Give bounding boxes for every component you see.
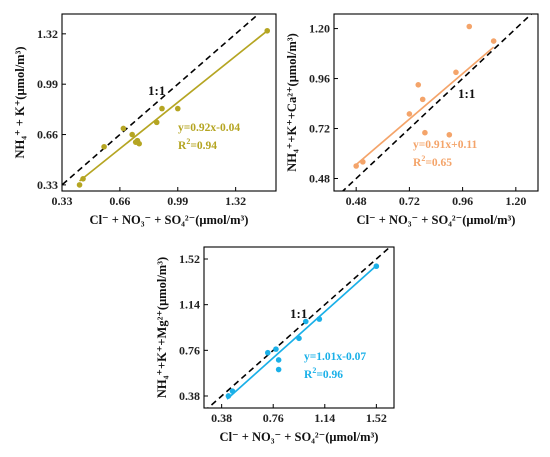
plot-frame: [333, 13, 539, 192]
data-point: [225, 393, 232, 399]
r-squared-label: R2=0.65: [413, 154, 452, 169]
reference-line-label: 1:1: [458, 86, 475, 101]
y-tick-label: 0.76: [179, 343, 200, 357]
x-tick-label: 1.14: [314, 411, 335, 425]
r-squared-label: R2=0.96: [304, 366, 343, 381]
x-tick-label: 0.96: [452, 194, 473, 208]
x-axis-label: Cl⁻ + NO₃⁻ + SO₄²⁻(μmol/m³): [220, 430, 379, 444]
data-point: [373, 263, 380, 270]
one-to-one-reference-line: [206, 247, 392, 408]
data-point: [453, 69, 459, 76]
data-point: [76, 182, 83, 188]
r-squared-superscript: 2: [421, 154, 425, 163]
data-point: [415, 82, 422, 88]
regression-equation: y=0.91x+0.11: [413, 139, 477, 151]
r-squared-symbol: R: [178, 140, 187, 152]
x-tick-label: 0.38: [211, 411, 232, 425]
y-tick-label: 0.99: [37, 77, 58, 91]
y-tick-label: 0.33: [37, 178, 58, 192]
data-point: [174, 105, 181, 112]
r-squared-value: =0.96: [316, 369, 343, 381]
x-tick-label: 1.32: [225, 194, 246, 208]
chart-panel-3: 0.38 0.76 1.14 1.52 0.38 0.76 1.14 1.52 Cl⁻ + NO…: [155, 246, 395, 444]
x-tick-label: 1.52: [366, 411, 387, 425]
one-to-one-reference-line: [62, 14, 260, 186]
reference-line-label: 1:1: [290, 306, 307, 321]
x-tick-label: 0.99: [167, 194, 188, 208]
regression-equation: y=0.92x-0.04: [178, 122, 240, 134]
y-axis-label: NH₄⁺+K⁺+Mg²⁺(μmol/m³): [155, 257, 169, 398]
y-axis-label: NH₄⁺+K⁺+Ca²⁺(μmol/m³): [285, 33, 299, 171]
data-point: [136, 140, 142, 147]
x-tick-label: 0.66: [109, 194, 130, 208]
y-tick-label: 1.20: [309, 22, 330, 36]
data-point: [101, 143, 107, 150]
x-tick-label: 0.76: [263, 411, 284, 425]
data-point: [264, 349, 271, 356]
regression-fit-line: [226, 264, 377, 400]
data-point: [296, 335, 302, 342]
data-point: [80, 175, 86, 182]
y-tick-label: 0.96: [309, 72, 330, 86]
r-squared-symbol: R: [304, 369, 313, 381]
r-squared-superscript: 2: [186, 137, 190, 146]
data-point: [490, 38, 497, 44]
data-point: [466, 23, 473, 30]
data-point: [264, 27, 271, 34]
plot-frame: [203, 246, 395, 409]
x-axis-label: Cl⁻ + NO₃⁻ + SO₄²⁻(μmol/m³): [357, 213, 516, 227]
data-point: [302, 318, 309, 325]
y-tick-label: 0.38: [179, 389, 200, 403]
r-squared-label: R2=0.94: [178, 137, 217, 152]
r-squared-value: =0.65: [425, 157, 452, 169]
data-point: [275, 366, 282, 373]
r-squared-symbol: R: [413, 157, 422, 169]
data-point: [273, 346, 279, 352]
data-point: [360, 159, 366, 165]
x-tick-label: 0.48: [346, 194, 367, 208]
y-tick-label: 0.66: [37, 128, 58, 142]
r-squared-value: =0.94: [190, 140, 217, 152]
x-tick-label: 0.72: [399, 194, 420, 208]
x-tick-label: 1.20: [505, 194, 526, 208]
y-tick-label: 1.52: [179, 252, 200, 266]
data-point: [120, 125, 127, 132]
data-point: [159, 105, 165, 112]
chart-panel-1: 0.33 0.66 0.99 1.32 0.33 0.66 0.99 1.32 Cl⁻ + NO…: [13, 13, 277, 227]
regression-equation: y=1.01x-0.07: [304, 351, 366, 363]
chart-panel-2: 0.48 0.72 0.96 1.20 0.48 0.72 0.96 1.20 Cl⁻ + NO…: [285, 13, 539, 227]
one-to-one-reference-line: [341, 14, 533, 191]
reference-line-label: 1:1: [148, 83, 165, 98]
regression-fit-line: [79, 30, 268, 182]
x-tick-label: 0.33: [52, 194, 73, 208]
data-point: [406, 111, 413, 117]
data-point: [419, 96, 426, 103]
data-point: [153, 119, 160, 126]
data-point: [446, 131, 453, 138]
y-axis-label: NH₄⁺ + K⁺(μmol/m³): [13, 47, 27, 159]
y-tick-label: 1.14: [179, 298, 200, 312]
data-point: [275, 357, 282, 363]
data-point: [129, 131, 135, 138]
y-tick-label: 1.32: [37, 27, 58, 41]
data-point: [422, 129, 428, 136]
data-point: [229, 388, 236, 394]
plot-frame: [61, 13, 277, 192]
regression-fit-line: [355, 46, 495, 166]
r-squared-superscript: 2: [312, 366, 316, 375]
y-tick-label: 0.48: [309, 172, 330, 186]
data-point: [316, 316, 323, 322]
x-axis-label: Cl⁻ + NO₃⁻ + SO₄²⁻(μmol/m³): [90, 213, 249, 227]
y-tick-label: 0.72: [309, 122, 330, 136]
data-point: [353, 163, 359, 169]
